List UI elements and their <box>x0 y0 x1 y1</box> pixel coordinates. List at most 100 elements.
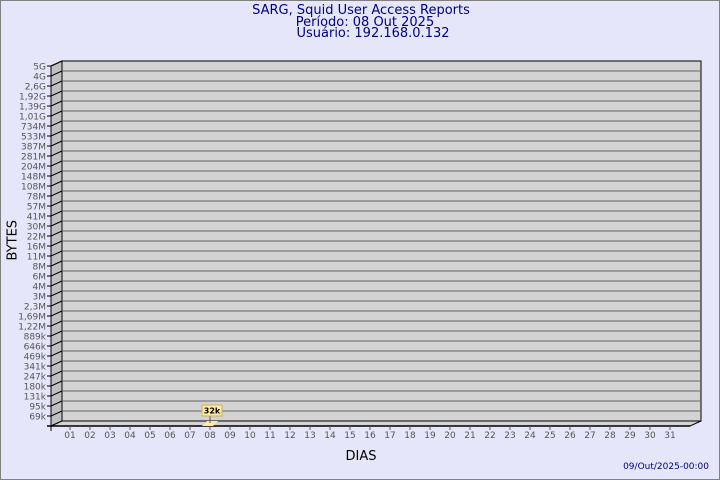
grid-line-side <box>50 290 63 297</box>
y-tick-label: 889k <box>24 333 47 343</box>
grid-line-side <box>50 170 63 177</box>
x-tick-label: 09 <box>224 431 236 441</box>
x-tick-label: 02 <box>84 431 95 441</box>
y-tick-label: 1,92G <box>19 93 46 103</box>
y-tick-label: 8M <box>33 263 47 273</box>
grid-line-side <box>50 190 63 197</box>
y-tick-label: 108M <box>21 183 46 193</box>
x-tick-label: 24 <box>524 431 536 441</box>
x-tick-label: 13 <box>304 431 315 441</box>
y-tick-label: 1,22M <box>18 323 46 333</box>
y-tick-label: 3M <box>33 293 47 303</box>
y-tick-label: 2,3M <box>24 303 46 313</box>
x-tick-label: 15 <box>344 431 355 441</box>
grid-line-side <box>50 310 63 317</box>
y-tick-label: 469k <box>24 353 47 363</box>
x-tick-label: 01 <box>64 431 75 441</box>
grid-line-side <box>50 400 63 407</box>
grid-line-side <box>50 120 63 127</box>
grid-line-side <box>50 60 63 67</box>
y-tick-label: 2,6G <box>25 83 46 93</box>
y-tick-label: 16M <box>27 243 46 253</box>
grid-line-side <box>50 130 63 137</box>
grid-line-side <box>50 90 63 97</box>
x-tick-label: 03 <box>104 431 115 441</box>
x-tick-label: 07 <box>184 431 195 441</box>
x-tick-label: 14 <box>324 431 336 441</box>
grid-line-side <box>50 70 63 77</box>
y-axis-label: BYTES <box>5 219 21 261</box>
y-tick-label: 148M <box>21 173 46 183</box>
x-tick-label: 25 <box>544 431 555 441</box>
grid-line-side <box>50 110 63 117</box>
generated-date: 09/Out/2025-00:00 <box>623 462 709 472</box>
x-tick-label: 26 <box>564 431 576 441</box>
y-tick-label: 5G <box>33 63 46 73</box>
x-tick-label: 11 <box>264 431 275 441</box>
x-tick-label: 05 <box>144 431 155 441</box>
grid-line-side <box>50 270 63 277</box>
chart-title: SARG, Squid User Access Reports <box>252 3 470 18</box>
grid-line-side <box>50 180 63 187</box>
grid-line-side <box>50 140 63 147</box>
x-tick-label: 18 <box>404 431 416 441</box>
x-tick-label: 06 <box>164 431 176 441</box>
x-tick-label: 12 <box>284 431 295 441</box>
grid-line-side <box>50 80 63 87</box>
bar <box>202 421 218 426</box>
x-tick-label: 08 <box>204 431 216 441</box>
grid-line-side <box>50 360 63 367</box>
grid-line-side <box>50 220 63 227</box>
x-tick-label: 23 <box>504 431 515 441</box>
grid-line-side <box>50 370 63 377</box>
grid-line-side <box>50 250 63 257</box>
grid-line-side <box>50 320 63 327</box>
y-tick-label: 1,39G <box>19 103 46 113</box>
grid-line-side <box>50 210 63 217</box>
grid-line-side <box>50 300 63 307</box>
y-tick-label: 281M <box>21 153 46 163</box>
x-tick-label: 29 <box>624 431 636 441</box>
x-tick-label: 22 <box>484 431 495 441</box>
x-axis-label: DIAS <box>345 449 377 464</box>
grid-line-side <box>50 380 63 387</box>
y-tick-label: 41M <box>27 213 46 223</box>
y-tick-label: 6M <box>33 273 47 283</box>
y-tick-label: 11M <box>27 253 46 263</box>
bar-label-box <box>201 404 223 417</box>
x-tick-label: 16 <box>364 431 376 441</box>
y-tick-label: 4M <box>33 283 47 293</box>
y-tick-label: 30M <box>27 223 46 233</box>
y-tick-label: 95k <box>29 403 46 413</box>
grid-line-side <box>50 260 63 267</box>
y-tick-label: 1,69M <box>18 313 46 323</box>
x-tick-label: 21 <box>464 431 475 441</box>
grid-line-side <box>50 340 63 347</box>
y-tick-label: 4G <box>33 73 46 83</box>
y-tick-label: 387M <box>21 143 46 153</box>
grid-line-side <box>50 160 63 167</box>
grid-line-side <box>50 390 63 397</box>
x-tick-label: 28 <box>604 431 616 441</box>
y-tick-label: 180k <box>24 383 47 393</box>
grid-line-side <box>50 410 63 417</box>
grid-line-side <box>50 230 63 237</box>
y-tick-label: 204M <box>21 163 46 173</box>
grid-line-side <box>50 240 63 247</box>
y-tick-label: 69k <box>29 413 46 423</box>
chart-period: Período: 08 Out 2025 <box>295 15 435 30</box>
chart-user: Usuário: 192.168.0.132 <box>296 26 450 41</box>
y-tick-label: 1,01G <box>19 113 46 123</box>
x-tick-label: 10 <box>244 431 256 441</box>
grid-line-side <box>50 350 63 357</box>
grid-line-side <box>50 100 63 107</box>
y-tick-label: 646k <box>24 343 47 353</box>
y-tick-label: 533M <box>21 133 46 143</box>
y-tick-label: 247k <box>24 373 47 383</box>
grid-line-side <box>50 330 63 337</box>
y-tick-label: 78M <box>27 193 46 203</box>
x-tick-label: 27 <box>584 431 595 441</box>
bar-label: 32k <box>204 407 221 416</box>
